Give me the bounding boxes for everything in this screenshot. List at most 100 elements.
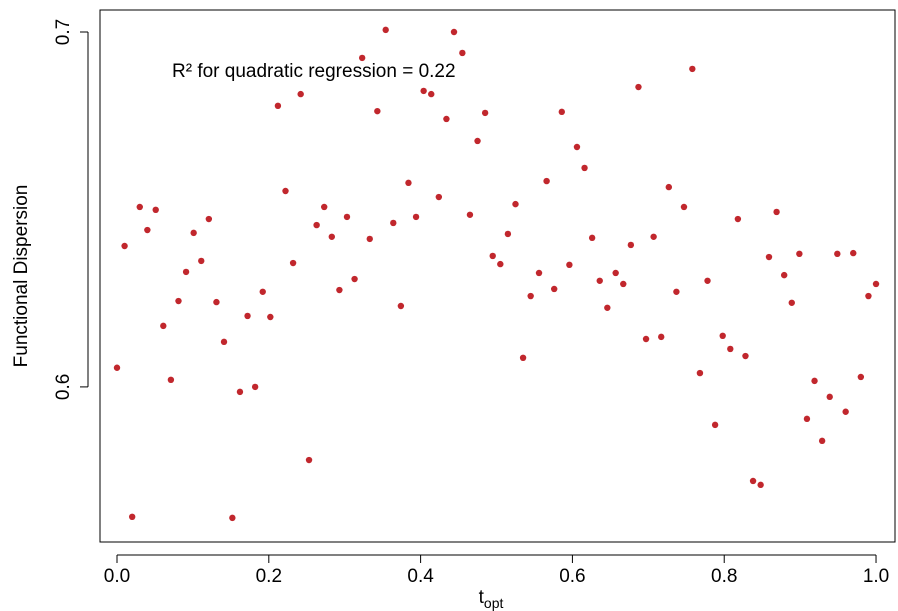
point <box>543 177 550 185</box>
point <box>826 393 833 401</box>
x-axis-label-subscript: opt <box>484 595 504 611</box>
x-tick-label: 0.0 <box>104 566 130 587</box>
point <box>834 250 841 258</box>
point <box>435 193 443 201</box>
point <box>865 292 872 300</box>
point <box>459 49 466 57</box>
point <box>765 253 773 261</box>
point <box>420 87 427 95</box>
x-tick-label: 1.0 <box>863 566 889 587</box>
point <box>872 280 880 288</box>
point <box>351 275 358 283</box>
point <box>680 203 688 211</box>
point <box>689 65 696 73</box>
point <box>190 229 197 237</box>
point <box>305 456 313 464</box>
point <box>274 102 282 110</box>
y-tick-label: 0.6 <box>53 374 74 400</box>
point <box>704 277 711 284</box>
point <box>374 107 381 115</box>
point <box>620 280 627 288</box>
point <box>658 333 665 341</box>
point <box>773 208 780 216</box>
point <box>665 183 673 191</box>
point <box>650 233 657 240</box>
point <box>113 364 121 371</box>
x-axis-label: topt <box>479 587 504 611</box>
point <box>229 514 236 522</box>
point <box>734 215 742 223</box>
point <box>550 285 558 293</box>
point <box>313 221 320 229</box>
point <box>857 373 865 381</box>
point <box>259 288 266 295</box>
point <box>742 352 749 360</box>
point <box>121 242 128 250</box>
point <box>244 312 251 320</box>
point <box>297 90 304 98</box>
point <box>397 302 405 310</box>
point <box>642 335 650 343</box>
point <box>818 437 826 445</box>
point <box>757 481 764 489</box>
point <box>205 215 213 223</box>
point <box>289 259 297 267</box>
y-axis-label: Functional Dispersion <box>11 185 32 368</box>
point <box>504 230 512 238</box>
point <box>796 250 803 258</box>
point <box>696 369 704 377</box>
point <box>428 90 435 98</box>
point <box>175 297 182 305</box>
point <box>627 241 635 249</box>
point <box>251 383 259 391</box>
point <box>612 269 619 277</box>
x-tick-label: 0.4 <box>407 566 434 587</box>
point <box>573 143 581 151</box>
point <box>566 261 573 269</box>
point <box>527 292 534 300</box>
point <box>474 137 481 145</box>
point <box>811 377 818 385</box>
point <box>213 298 220 306</box>
point <box>267 313 274 321</box>
annotation: R² for quadratic regression = 0.22 <box>172 61 456 82</box>
point <box>412 213 420 221</box>
point <box>489 252 496 260</box>
point <box>336 286 343 294</box>
point <box>519 354 527 362</box>
point <box>596 277 603 284</box>
point <box>198 257 205 265</box>
point <box>390 219 397 227</box>
point <box>382 26 389 34</box>
point <box>182 268 190 276</box>
point <box>236 388 244 396</box>
x-axis-label-main: t <box>479 587 485 608</box>
point <box>358 54 366 62</box>
y-tick-label: 0.7 <box>53 19 74 45</box>
point <box>220 338 228 346</box>
point <box>152 206 159 214</box>
x-tick-label: 0.8 <box>711 566 737 587</box>
point <box>749 477 757 485</box>
point <box>466 211 474 218</box>
point <box>719 332 726 340</box>
point <box>727 345 734 353</box>
point <box>850 249 857 257</box>
point <box>780 271 788 279</box>
point <box>481 109 489 117</box>
point <box>535 269 543 277</box>
point <box>842 408 849 415</box>
point <box>635 83 642 91</box>
point <box>803 415 811 423</box>
point <box>588 234 596 242</box>
point <box>128 513 136 521</box>
point <box>788 299 795 306</box>
point <box>558 108 565 116</box>
point <box>160 322 167 330</box>
point <box>405 179 412 187</box>
point <box>497 260 504 268</box>
point <box>328 233 336 240</box>
point <box>673 288 680 295</box>
point <box>136 203 143 211</box>
